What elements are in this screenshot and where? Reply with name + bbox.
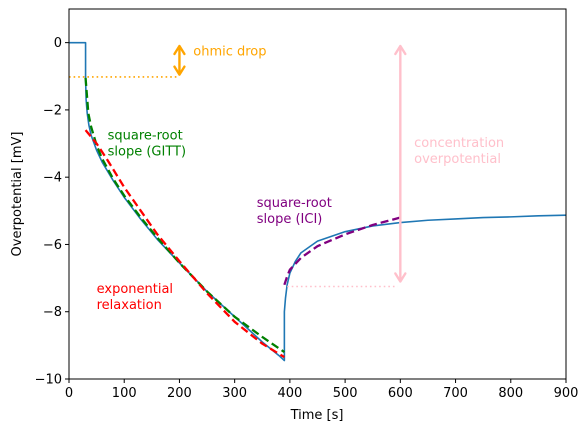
x-axis-label: Time [s] <box>290 408 344 423</box>
x-tick-label: 600 <box>388 386 413 401</box>
y-tick-label: −8 <box>43 305 62 320</box>
y-tick-label: −10 <box>35 373 62 388</box>
annotation-exponential: exponential relaxation <box>97 282 173 313</box>
y-axis-ticks: 0 −2 −4 −6 −8 −10 <box>35 36 69 388</box>
series-layer <box>69 41 566 362</box>
arrow-ohmic <box>173 44 186 76</box>
x-tick-label: 800 <box>498 386 523 401</box>
annotation-ici: square-root slope (ICI) <box>257 196 332 227</box>
y-tick-label: 0 <box>54 36 62 51</box>
x-tick-label: 900 <box>554 386 579 401</box>
x-tick-label: 300 <box>222 386 247 401</box>
x-tick-label: 400 <box>277 386 302 401</box>
x-tick-label: 500 <box>333 386 358 401</box>
series-line-ici-3 <box>283 216 401 286</box>
y-tick-label: −2 <box>43 103 62 118</box>
series-line-gitt-1 <box>84 77 286 354</box>
arrow-layer <box>173 44 407 283</box>
annotation-layer: ohmic drop square-root slope (GITT) exponen… <box>97 44 505 313</box>
y-tick-label: −6 <box>43 238 62 253</box>
plot-frame <box>68 8 567 380</box>
y-tick-label: −4 <box>43 171 62 186</box>
x-tick-label: 100 <box>112 386 137 401</box>
x-tick-label: 700 <box>443 386 468 401</box>
arrow-concentration <box>394 44 407 283</box>
x-tick-label: 200 <box>167 386 192 401</box>
annotation-ohmic: ohmic drop <box>193 44 266 59</box>
series-line-exponential-2 <box>84 129 285 359</box>
series-line-main-0 <box>69 41 566 362</box>
x-tick-label: 0 <box>65 386 73 401</box>
annotation-gitt: square-root slope (GITT) <box>108 129 186 160</box>
x-axis-ticks: 0 100 200 300 400 500 600 700 800 900 <box>65 379 579 401</box>
annotation-concentration: concentration overpotential <box>414 136 504 167</box>
y-axis-label: Overpotential [mV] <box>10 132 25 257</box>
